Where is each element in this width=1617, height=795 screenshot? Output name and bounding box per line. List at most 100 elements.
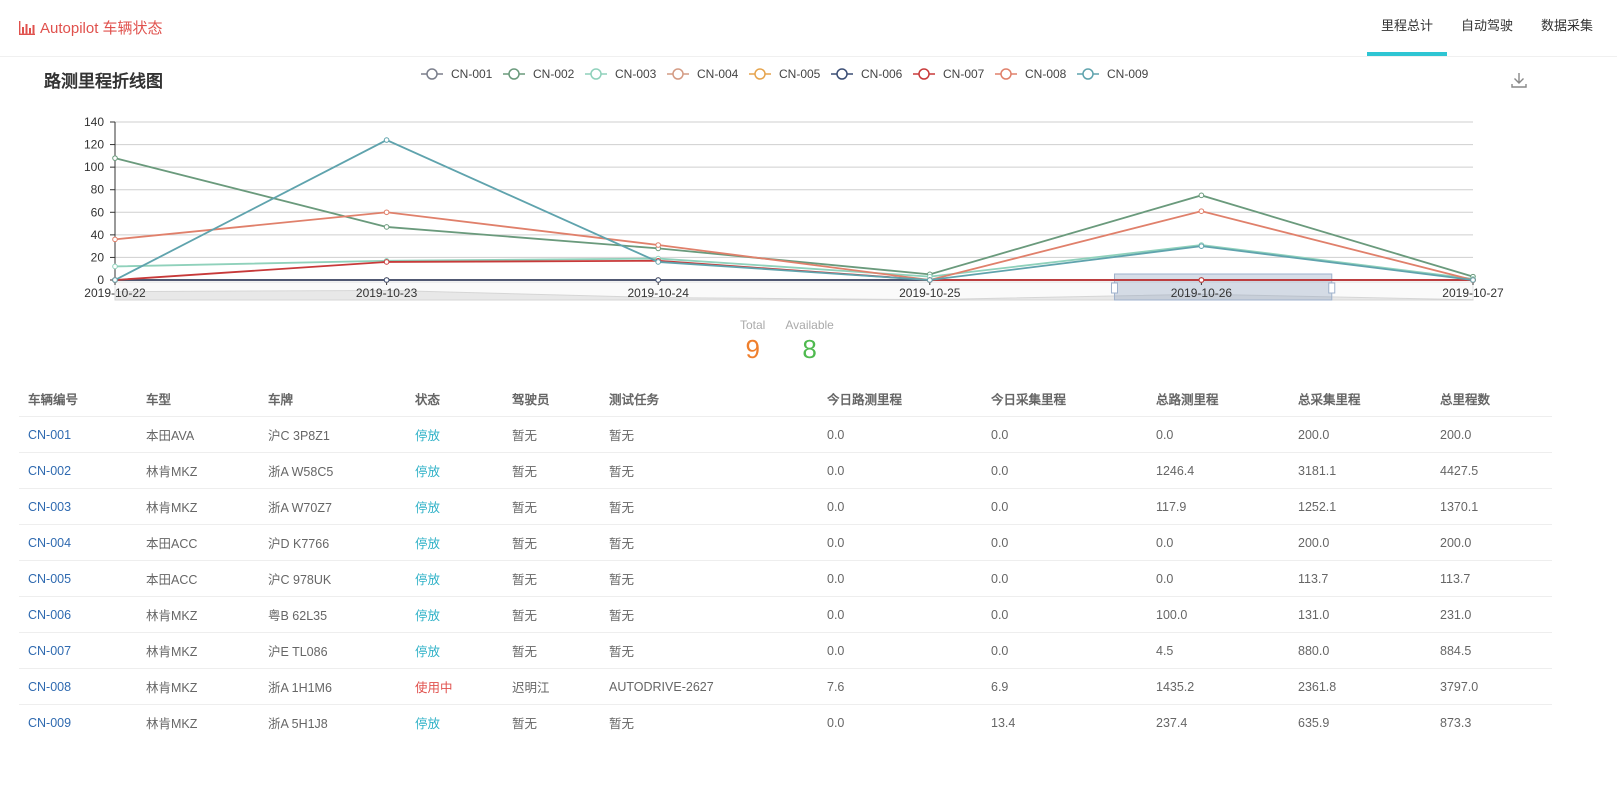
data-point[interactable] <box>655 277 662 283</box>
cell-today-collect-mileage: 0.0 <box>982 560 1147 597</box>
cell-driver: 暂无 <box>503 524 600 561</box>
data-point[interactable] <box>927 277 933 283</box>
table-row[interactable]: CN-003 林肯MKZ 浙A W70Z7 停放 暂无 暂无 0.0 0.0 117.9 1252… <box>19 488 1552 525</box>
cell-vehicle-id[interactable]: CN-007 <box>19 632 137 669</box>
cell-vehicle-id[interactable]: CN-009 <box>28 715 72 730</box>
legend-item[interactable]: CN-008 <box>995 67 1067 81</box>
data-point[interactable] <box>383 137 390 143</box>
legend-item[interactable]: CN-004 <box>667 67 739 81</box>
data-point[interactable] <box>112 236 118 243</box>
table-row[interactable]: CN-004 本田ACC 沪D K7766 停放 暂无 暂无 0.0 0.0 0.0 200.0 2… <box>19 524 1552 561</box>
data-point[interactable] <box>1198 192 1205 199</box>
data-point[interactable] <box>1198 208 1205 214</box>
legend-item[interactable]: CN-007 <box>913 67 985 81</box>
legend-item[interactable]: CN-002 <box>503 67 575 81</box>
cell-vehicle-id[interactable]: CN-005 <box>19 560 137 597</box>
y-tick-label: 0 <box>97 273 104 287</box>
series-line[interactable] <box>114 210 1474 281</box>
header-vehicle-id[interactable]: 车辆编号 <box>19 380 137 417</box>
legend-item[interactable]: CN-003 <box>585 67 657 81</box>
table-row[interactable]: CN-007 林肯MKZ 沪E TL086 停放 暂无 暂无 0.0 0.0 4.5 880.0 8… <box>19 632 1552 669</box>
cell-total-collect-mileage: 131.0 <box>1289 596 1431 633</box>
table-row[interactable]: CN-001 本田AVA 沪C 3P8Z1 停放 暂无 暂无 0.0 0.0 0.0 200.0 2… <box>19 416 1552 453</box>
data-point[interactable] <box>1198 277 1205 283</box>
cell-total-road-mileage: 1435.2 <box>1147 668 1289 705</box>
nav-autodrive[interactable]: 自动驾驶 <box>1460 18 1513 33</box>
cell-total-road-mileage: 0.0 <box>1147 524 1289 561</box>
data-zoom-handle[interactable] <box>1328 282 1336 294</box>
data-point[interactable] <box>383 209 390 216</box>
series-line[interactable] <box>114 157 1474 278</box>
header-today-road-mileage[interactable]: 今日路测里程 <box>818 380 982 417</box>
data-zoom-handle[interactable] <box>1110 282 1118 294</box>
legend-item[interactable]: CN-001 <box>421 67 493 81</box>
data-point[interactable] <box>655 242 662 248</box>
cell-model: 林肯MKZ <box>137 668 259 705</box>
data-point[interactable] <box>1470 277 1476 283</box>
cell-total-mileage: 231.0 <box>1431 596 1552 633</box>
table-row[interactable]: CN-006 林肯MKZ 粤B 62L35 停放 暂无 暂无 0.0 0.0 100.0 131.… <box>19 596 1552 633</box>
cell-driver: 暂无 <box>503 560 600 597</box>
cell-task: 暂无 <box>609 717 635 731</box>
series-line[interactable] <box>114 139 1474 281</box>
table-row[interactable]: CN-005 本田ACC 沪C 978UK 停放 暂无 暂无 0.0 0.0 0.0 113.7 1… <box>19 560 1552 597</box>
cell-driver: 暂无 <box>512 717 538 731</box>
data-point[interactable] <box>383 224 390 230</box>
legend-item[interactable]: CN-009 <box>1077 67 1149 81</box>
legend-marker <box>918 68 930 80</box>
data-point[interactable] <box>383 277 390 283</box>
header-status[interactable]: 状态 <box>406 380 503 417</box>
legend-item[interactable]: CN-006 <box>831 67 903 81</box>
series-cn-009[interactable] <box>112 137 1476 283</box>
app-brand[interactable]: Autopilot 车辆状态 <box>19 17 163 38</box>
cell-task: 暂无 <box>600 452 818 489</box>
header-total-collect-mileage[interactable]: 总采集里程 <box>1289 380 1431 417</box>
series-line[interactable] <box>114 244 1474 280</box>
download-icon[interactable] <box>1509 70 1529 90</box>
cell-model: 林肯MKZ <box>146 717 198 731</box>
header-total-mileage[interactable]: 总里程数 <box>1431 380 1552 417</box>
cell-vehicle-id[interactable]: CN-004 <box>19 524 137 561</box>
legend-marker <box>754 68 766 80</box>
series-cn-008[interactable] <box>112 208 1476 283</box>
y-tick-label: 140 <box>84 115 104 129</box>
cell-total-mileage: 200.0 <box>1431 416 1552 453</box>
table-header-row: 车辆编号 车型 车牌 状态 驾驶员 测试任务 今日路测里程 今日采集里程 总路测里程 总采集里程总… <box>19 380 1552 417</box>
stat-total-label: Total <box>740 318 766 332</box>
data-point[interactable] <box>112 155 118 161</box>
data-point[interactable] <box>655 259 662 265</box>
cell-status: 停放 <box>415 717 441 731</box>
data-point[interactable] <box>112 263 118 270</box>
cell-task: 暂无 <box>600 416 818 453</box>
cell-vehicle-id[interactable]: CN-003 <box>19 488 137 525</box>
nav-data-collection[interactable]: 数据采集 <box>1540 18 1593 33</box>
data-point[interactable] <box>383 259 390 265</box>
data-point[interactable] <box>112 277 118 283</box>
cell-vehicle-id[interactable]: CN-002 <box>19 452 137 489</box>
header-model[interactable]: 车型 <box>137 380 259 417</box>
nav-mileage-total[interactable]: 里程总计 <box>1366 0 1447 56</box>
cell-total-collect-mileage: 200.0 <box>1289 416 1431 453</box>
table-row[interactable]: CN-008 林肯MKZ 浙A 1H1M6 使用中 迟明江 AUTODRIVE-2627 7… <box>19 668 1552 705</box>
cell-total-mileage: 3797.0 <box>1431 668 1552 705</box>
cell-today-road-mileage: 0.0 <box>818 632 982 669</box>
series-cn-002[interactable] <box>112 155 1476 280</box>
cell-total-mileage: 4427.5 <box>1431 452 1552 489</box>
cell-driver: 暂无 <box>503 596 600 633</box>
cell-today-road-mileage: 0.0 <box>818 524 982 561</box>
table-row[interactable]: CN-002 林肯MKZ 浙A W58C5 停放 暂无 暂无 0.0 0.0 1246.4 318… <box>19 452 1552 489</box>
data-point[interactable] <box>1198 243 1205 249</box>
cell-vehicle-id[interactable]: CN-008 <box>19 668 137 705</box>
header-today-collect-mileage[interactable]: 今日采集里程 <box>982 380 1147 417</box>
mileage-line-chart: 0 20 40 60 80 100 120 140 2019-10-22 2019-10-23 20… <box>84 67 1504 301</box>
cell-vehicle-id[interactable]: CN-001 <box>19 416 137 453</box>
cell-vehicle-id[interactable]: CN-006 <box>19 596 137 633</box>
header-total-road-mileage[interactable]: 总路测里程 <box>1147 380 1289 417</box>
header-driver[interactable]: 驾驶员 <box>503 380 600 417</box>
table-row[interactable]: CN-009 林肯MKZ 浙A 5H1J8 停放 暂无 暂无 0.0 13.4 237.4 635… <box>19 705 1552 741</box>
header-task[interactable]: 测试任务 <box>600 380 818 417</box>
header-plate[interactable]: 车牌 <box>259 380 406 417</box>
legend-item[interactable]: CN-005 <box>749 67 821 81</box>
cell-total-collect-mileage: 3181.1 <box>1289 452 1431 489</box>
x-tick-label: 2019-10-24 <box>628 286 690 300</box>
